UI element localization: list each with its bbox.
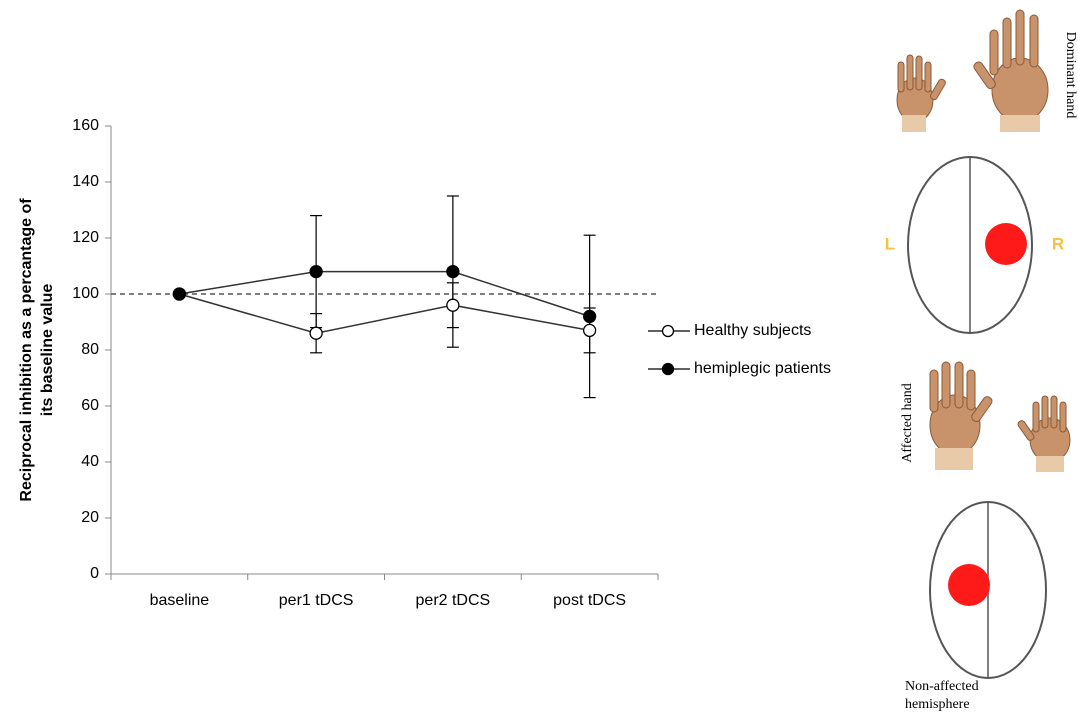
- y-axis-label: its baseline value: [39, 284, 56, 417]
- stimulation-site: [985, 223, 1027, 265]
- y-tick-label: 120: [72, 229, 99, 246]
- legend-marker: [661, 362, 675, 376]
- legend-label: hemiplegic patients: [694, 360, 831, 377]
- x-tick-label: per2 tDCS: [416, 592, 491, 609]
- left-label: L: [885, 234, 895, 253]
- marker: [582, 323, 597, 338]
- y-tick-label: 140: [72, 173, 99, 190]
- y-tick-label: 160: [72, 117, 99, 134]
- hand-icon: [929, 361, 1071, 472]
- marker: [309, 326, 323, 340]
- marker: [309, 264, 323, 279]
- x-tick-label: per1 tDCS: [279, 592, 354, 609]
- hand-icon: [896, 9, 1049, 132]
- marker: [582, 309, 597, 324]
- marker: [446, 298, 460, 312]
- illustration: Dominant hand L R Affected hand Non-affe…: [885, 9, 1078, 712]
- y-tick-label: 80: [81, 341, 99, 358]
- y-axis-label: Reciprocal inhibition as a percantage of: [18, 198, 35, 502]
- y-tick-label: 20: [81, 509, 99, 526]
- stimulation-site: [948, 564, 990, 606]
- marker: [172, 287, 187, 301]
- series-line: [179, 293, 590, 334]
- hemisphere-label: Non-affected: [905, 679, 979, 694]
- series-line: [179, 270, 590, 318]
- hemisphere-label: hemisphere: [905, 697, 970, 712]
- affected-hand-label: Affected hand: [900, 383, 915, 462]
- legend-marker: [661, 324, 675, 338]
- x-tick-label: post tDCS: [553, 592, 626, 609]
- y-tick-label: 40: [81, 453, 99, 470]
- y-tick-label: 100: [72, 285, 99, 302]
- legend-label: Healthy subjects: [694, 322, 811, 339]
- marker: [446, 264, 460, 279]
- y-tick-label: 0: [90, 565, 99, 582]
- right-label: R: [1052, 234, 1064, 253]
- dominant-hand-label: Dominant hand: [1063, 32, 1078, 119]
- y-tick-label: 60: [81, 397, 99, 414]
- x-tick-label: baseline: [150, 592, 210, 609]
